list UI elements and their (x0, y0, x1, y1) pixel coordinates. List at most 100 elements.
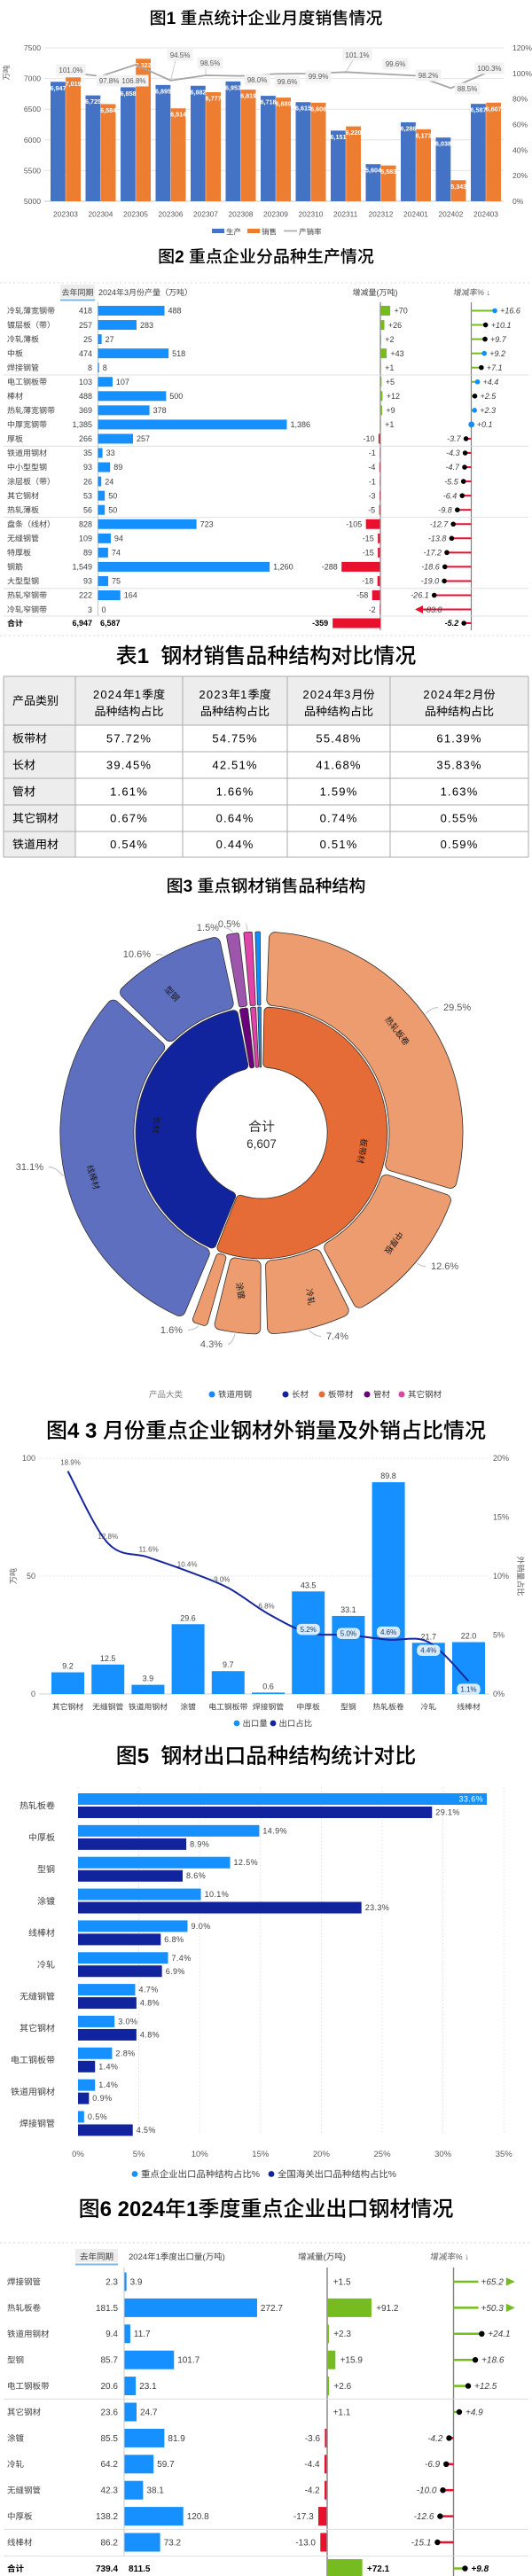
svg-text:1.6%: 1.6% (160, 1325, 183, 1336)
svg-text:6,173: 6,173 (416, 131, 432, 139)
svg-text:+91.2: +91.2 (376, 2304, 399, 2314)
svg-text:+2.5: +2.5 (481, 392, 497, 401)
svg-text:7.4%: 7.4% (326, 1331, 348, 1342)
svg-text:26: 26 (83, 477, 92, 486)
svg-text:+4.9: +4.9 (466, 2408, 483, 2417)
svg-text:-18: -18 (362, 577, 373, 586)
svg-text:27: 27 (106, 335, 114, 344)
svg-text:7500: 7500 (24, 43, 41, 52)
svg-text:1.66%: 1.66% (216, 785, 254, 799)
svg-text:89: 89 (83, 549, 92, 558)
svg-text:10.4%: 10.4% (177, 1561, 198, 1569)
svg-text:106.8%: 106.8% (121, 77, 145, 85)
svg-text:202402: 202402 (439, 210, 464, 219)
svg-text:23.3%: 23.3% (365, 1903, 390, 1912)
svg-text:+5: +5 (386, 378, 395, 386)
svg-text:109: 109 (79, 535, 92, 543)
svg-text:12.5%: 12.5% (234, 1858, 259, 1867)
svg-text:9.4: 9.4 (106, 2330, 118, 2339)
svg-text:6,777: 6,777 (206, 95, 222, 103)
svg-text:-19.0: -19.0 (421, 577, 440, 586)
svg-text:2.3: 2.3 (106, 2277, 118, 2287)
svg-text:+18.6: +18.6 (481, 2356, 505, 2366)
svg-text:39.45%: 39.45% (106, 759, 152, 772)
svg-text:1: 1 (167, 10, 176, 28)
svg-text:86.2: 86.2 (101, 2538, 119, 2548)
svg-text:75: 75 (112, 577, 121, 586)
svg-text:%: % (252, 2170, 260, 2180)
svg-text:6500: 6500 (24, 105, 41, 113)
svg-text:+15.9: +15.9 (340, 2356, 364, 2366)
svg-text:6,220: 6,220 (346, 129, 362, 137)
svg-text:23.6: 23.6 (101, 2408, 119, 2417)
svg-text:7,019: 7,019 (66, 80, 82, 88)
svg-text:-17.2: -17.2 (424, 549, 442, 558)
svg-text:): ) (223, 2252, 225, 2262)
svg-text:+10.1: +10.1 (491, 321, 512, 330)
svg-text:101.1%: 101.1% (345, 51, 369, 59)
svg-text:-6.4: -6.4 (443, 491, 458, 500)
svg-text:6,858: 6,858 (121, 90, 137, 98)
svg-text:11.6%: 11.6% (139, 1546, 159, 1554)
svg-text:25: 25 (83, 335, 92, 344)
svg-text:-3.7: -3.7 (447, 434, 462, 443)
svg-text:202311: 202311 (333, 210, 358, 219)
svg-text:88.5%: 88.5% (458, 85, 478, 93)
svg-text:6,607: 6,607 (246, 1137, 277, 1151)
svg-text:-4.2: -4.2 (305, 2486, 321, 2496)
svg-text:-10.0: -10.0 (417, 2486, 437, 2496)
svg-text:22.0: 22.0 (461, 1632, 477, 1641)
svg-text:98.0%: 98.0% (247, 76, 268, 84)
svg-text:1.4%: 1.4% (98, 2062, 118, 2071)
svg-text:-12.7: -12.7 (430, 520, 450, 529)
svg-text:181.5: 181.5 (96, 2304, 118, 2314)
svg-text:0.55%: 0.55% (441, 812, 479, 825)
svg-text:6,725: 6,725 (85, 98, 101, 105)
svg-text:74: 74 (112, 549, 121, 558)
svg-text:42.3: 42.3 (101, 2486, 119, 2496)
svg-text:100: 100 (22, 1454, 35, 1463)
svg-text:107: 107 (116, 378, 129, 386)
svg-text:0.51%: 0.51% (320, 838, 358, 851)
svg-text:6000: 6000 (24, 136, 41, 144)
svg-text:-1: -1 (369, 449, 376, 457)
svg-text:+2.3: +2.3 (333, 2330, 351, 2339)
svg-text:4.5%: 4.5% (137, 2126, 156, 2135)
svg-text:+72.1: +72.1 (367, 2564, 390, 2574)
svg-text:-58: -58 (356, 591, 368, 600)
svg-text:85.5: 85.5 (101, 2434, 119, 2444)
svg-text:40%: 40% (512, 145, 528, 154)
svg-text:(: ( (324, 2252, 327, 2262)
svg-text:+1.1: +1.1 (333, 2408, 351, 2417)
svg-text:3.9: 3.9 (143, 1674, 154, 1683)
svg-text:266: 266 (79, 434, 92, 443)
svg-text:14.9%: 14.9% (262, 1826, 287, 1835)
svg-text:1.61%: 1.61% (110, 785, 148, 799)
svg-text:0%: 0% (72, 2150, 84, 2159)
svg-text:488: 488 (79, 392, 92, 401)
svg-text:6,587: 6,587 (100, 619, 121, 628)
svg-text:1.1%: 1.1% (460, 1685, 476, 1693)
svg-text:9.2: 9.2 (62, 1662, 74, 1671)
svg-text:59.7: 59.7 (157, 2460, 175, 2470)
svg-text:-10: -10 (364, 434, 375, 443)
svg-text:0.64%: 0.64% (216, 812, 254, 825)
svg-text:+65.2: +65.2 (481, 2277, 505, 2287)
svg-text:+2.6: +2.6 (333, 2382, 351, 2392)
svg-text:+2: +2 (385, 335, 394, 344)
svg-text:97.8%: 97.8% (99, 77, 120, 85)
svg-text:+70: +70 (395, 307, 408, 316)
svg-text:10.6%: 10.6% (123, 949, 151, 960)
svg-text:64.2: 64.2 (101, 2460, 119, 2470)
svg-text:35: 35 (83, 449, 92, 457)
svg-text:202403: 202403 (473, 210, 498, 219)
svg-text:73.2: 73.2 (164, 2538, 182, 2548)
svg-text:7.4%: 7.4% (172, 1954, 192, 1963)
svg-text:+4.4: +4.4 (483, 378, 499, 386)
svg-text:-26.1: -26.1 (411, 591, 429, 600)
svg-text:6.8%: 6.8% (258, 1603, 274, 1611)
svg-text:500: 500 (169, 392, 183, 401)
svg-text:0: 0 (31, 1690, 35, 1698)
svg-text:6.9%: 6.9% (166, 1967, 185, 1976)
svg-text:0%: 0% (512, 197, 524, 206)
